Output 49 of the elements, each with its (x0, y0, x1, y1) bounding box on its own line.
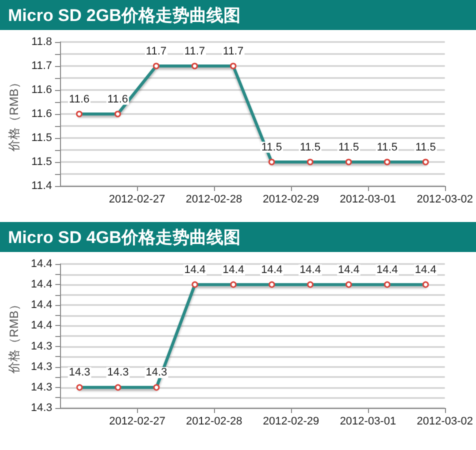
data-label: 14.4 (184, 264, 206, 276)
x-tick-label: 2012-02-28 (186, 194, 242, 206)
data-label: 14.4 (376, 264, 398, 276)
y-tick-label: 14.4 (30, 299, 52, 312)
y-tick-label: 14.3 (30, 381, 52, 394)
x-tick-label: 2012-02-27 (108, 194, 166, 206)
y-tick-label: 11.7 (31, 60, 52, 72)
x-tick-label: 2012-02-29 (262, 194, 320, 206)
data-label: 14.3 (107, 366, 129, 379)
y-tick-label: 14.4 (30, 320, 52, 332)
data-label: 14.3 (68, 366, 90, 379)
data-label: 11.5 (300, 141, 320, 154)
x-tick-label: 2012-03-01 (340, 194, 396, 206)
x-tick-label: 2012-02-28 (186, 416, 242, 428)
y-tick-label: 11.4 (31, 180, 52, 192)
data-label: 11.5 (338, 141, 359, 154)
data-label: 11.6 (107, 93, 128, 106)
y-tick-label: 11.5 (31, 156, 52, 168)
data-label: 11.7 (146, 45, 167, 58)
y-tick-label: 14.4 (30, 258, 52, 270)
data-label: 14.3 (146, 366, 168, 379)
data-label: 11.5 (415, 141, 436, 154)
data-label: 11.5 (376, 141, 398, 154)
chart-title: Micro SD 2GB价格走势曲线图 (0, 0, 476, 30)
data-label: 14.4 (222, 264, 244, 276)
y-tick-label: 14.3 (30, 340, 52, 352)
x-tick-label: 2012-03-02 (416, 194, 474, 206)
y-tick-label: 14.4 (30, 278, 52, 291)
x-tick-label: 2012-03-01 (340, 416, 396, 428)
data-label: 11.6 (68, 93, 90, 106)
data-label: 14.4 (261, 264, 283, 276)
x-tick-label: 2012-02-27 (109, 416, 166, 428)
data-label: 14.4 (414, 264, 436, 276)
data-label: 11.7 (222, 45, 244, 58)
y-tick-label: 14.3 (30, 402, 52, 414)
data-label: 11.5 (261, 141, 282, 154)
data-label: 14.4 (300, 264, 321, 276)
y-tick-label: 11.5 (31, 132, 52, 144)
x-tick-label: 2012-02-29 (262, 416, 320, 428)
y-tick-label: 11.6 (31, 108, 52, 120)
data-label: 14.4 (338, 264, 360, 276)
y-tick-label: 11.6 (31, 84, 52, 96)
data-label: 11.7 (184, 45, 205, 58)
y-axis-title: 价格（RMB） (7, 76, 21, 152)
chart-title: Micro SD 4GB价格走势曲线图 (0, 222, 476, 252)
y-axis-title: 价格（RMB） (7, 298, 21, 374)
y-tick-label: 11.8 (31, 36, 52, 48)
x-tick-label: 2012-03-02 (416, 416, 474, 428)
y-tick-label: 14.3 (30, 360, 52, 373)
